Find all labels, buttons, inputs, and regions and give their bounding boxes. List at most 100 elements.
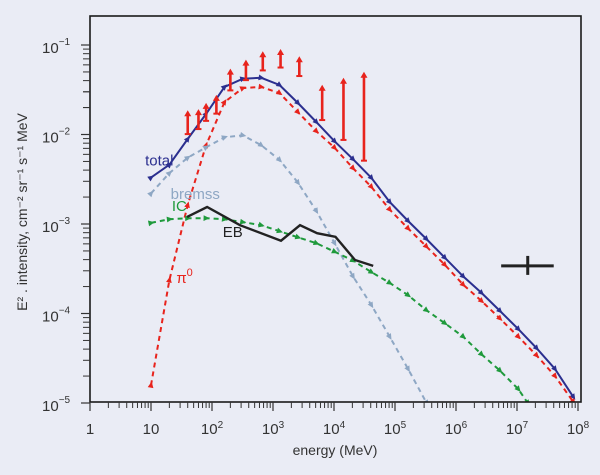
axes: 1 10 102 103 104 105 106 107 108 10−1 10−2 10−3 10−4… [42,37,590,438]
data-point-IC [459,332,466,340]
data-point-bremss [202,145,210,152]
data-point-bremss [147,190,154,198]
y-tick-label: 10−5 [42,395,71,415]
data-point-total [569,393,576,400]
clipped-marks [147,48,576,402]
series-label-pi0: π0 [176,267,192,287]
series-line-IC [150,217,529,402]
data-point-IC [185,215,192,222]
data-point-total [330,137,338,144]
series-line-total [150,76,575,398]
data-point-pi0 [239,86,247,92]
upper-limit-head [184,110,192,117]
upper-limit-head [212,94,220,101]
data-point-pi0 [184,201,190,209]
upper-limit-head [202,102,210,109]
x-tick-label: 102 [201,420,224,438]
data-point-IC [386,279,393,285]
upper-limit-arrow [202,102,210,122]
data-point-IC [203,215,210,222]
data-point-pi0 [312,127,319,134]
y-tick-label: 10−3 [42,216,71,236]
y-tick-label: 10−1 [42,37,71,57]
upper-limit-arrow [339,77,347,141]
data-point-total [477,289,485,296]
data-point-IC [221,216,229,222]
upper-limit-head [277,48,285,55]
data-point-IC [331,248,338,254]
data-point-total [294,99,301,106]
y-tick-label: 10−2 [42,127,71,147]
data-point-pi0 [477,297,485,304]
data-point-IC [312,239,320,245]
x-tick-label: 105 [384,420,407,438]
data-point-IC [441,319,448,326]
upper-limit-head [295,56,303,63]
data-point-bremss [404,365,410,373]
data-point-pi0 [294,108,301,115]
data-point-pi0 [404,224,411,232]
data-point-IC [496,366,503,374]
data-point-bremss [257,141,265,148]
x-tick-label: 108 [567,420,590,438]
data-point-bremss [385,333,392,340]
data-point-total [385,198,393,205]
data-point-total [422,235,429,242]
data-point-total [165,162,172,169]
data-point-pi0 [514,332,521,340]
data-point-IC [258,221,265,228]
data-point-pi0 [385,205,393,213]
data-point-IC [523,399,530,402]
upper-limit-head [194,109,202,116]
data-point-total [258,74,265,81]
upper-limit-arrow [226,68,234,92]
data-point-pi0 [496,314,503,322]
series-label-bremss: bremss [171,186,220,203]
upper-limit-arrow [318,84,326,122]
data-point-IC [477,350,485,357]
upper-limit-arrow [360,71,368,162]
data-point-bremss [422,399,429,402]
upper-limit-arrow [184,110,192,136]
data-point-IC [276,227,283,234]
data-point-total [404,217,411,224]
data-point-pi0 [532,351,540,359]
data-point-pi0 [220,99,227,106]
data-point-total [312,118,319,125]
upper-limit-arrow [259,51,267,72]
data-point-bremss [239,131,247,138]
data-point-pi0 [147,381,154,389]
upper-limit-head [339,77,347,84]
data-point-total [147,175,154,182]
x-tick-label: 106 [445,420,468,438]
data-point-pi0 [275,89,283,96]
series-label-IC: IC [172,198,187,215]
upper-limit-head [226,68,234,75]
x-tick-label: 107 [506,420,529,438]
x-tick-label: 10 [143,421,160,438]
data-point-pi0 [367,183,374,190]
data-point-total [514,325,521,332]
cross-marker [501,255,554,275]
upper-limit-head [242,59,250,66]
data-point-pi0 [440,260,448,268]
series-line-pi0 [150,85,575,402]
x-axis-label: energy (MeV) [293,442,378,458]
data-point-total [275,81,283,88]
data-point-total [220,84,228,91]
upper-limit-arrow [277,48,285,69]
x-tick-label: 1 [86,421,94,438]
data-point-pi0 [258,83,265,90]
x-tick-label: 103 [262,420,285,438]
series-EB [186,205,374,268]
data-point-pi0 [459,280,466,288]
data-point-bremss [183,155,191,162]
data-point-IC [514,385,521,392]
data-point-bremss [275,156,283,163]
data-point-total [496,307,503,314]
data-point-IC [294,233,302,240]
data-point-total [349,155,356,162]
data-point-total [440,253,448,261]
series-label-total: total [145,153,173,170]
